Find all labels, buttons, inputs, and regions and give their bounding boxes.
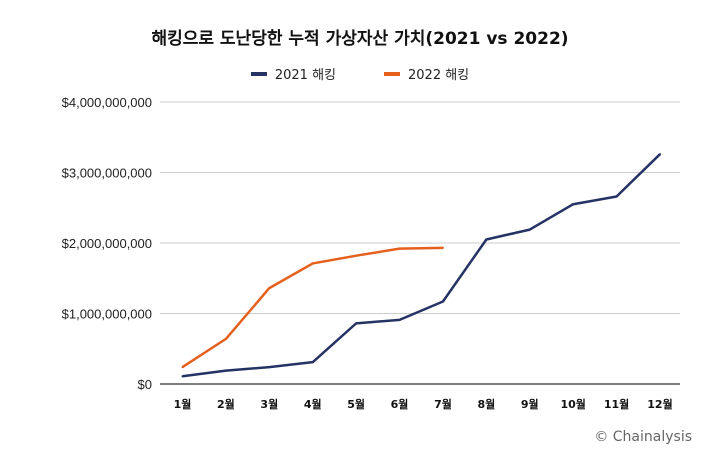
data-point bbox=[441, 246, 444, 249]
x-tick-label: 6월 bbox=[391, 397, 409, 411]
data-point bbox=[485, 238, 488, 241]
data-point bbox=[659, 153, 661, 156]
data-point bbox=[268, 366, 271, 369]
data-point bbox=[528, 228, 531, 231]
legend-swatch-2022 bbox=[384, 71, 400, 76]
y-tick-label: $3,000,000,000 bbox=[62, 166, 152, 181]
legend-label-2021: 2021 해킹 bbox=[274, 68, 336, 83]
x-tick-label: 12월 bbox=[647, 397, 672, 411]
x-tick-label: 3월 bbox=[260, 397, 278, 411]
legend-item-2022: 2022 해킹 bbox=[384, 64, 469, 83]
data-point bbox=[572, 203, 575, 206]
data-point bbox=[181, 375, 184, 378]
data-point bbox=[398, 318, 401, 321]
x-tick-label: 5월 bbox=[347, 397, 365, 411]
data-point bbox=[311, 262, 314, 265]
data-point bbox=[224, 369, 227, 372]
data-point bbox=[355, 254, 358, 257]
data-point bbox=[355, 322, 358, 325]
y-tick-label: $4,000,000,000 bbox=[62, 95, 152, 110]
data-point bbox=[181, 366, 184, 369]
data-point bbox=[398, 247, 401, 250]
series-line-2022 bbox=[181, 246, 443, 369]
data-point bbox=[268, 287, 271, 290]
data-point bbox=[441, 300, 444, 303]
legend: 2021 해킹 2022 해킹 bbox=[0, 64, 720, 83]
y-tick-label: $2,000,000,000 bbox=[62, 236, 152, 251]
x-tick-label: 1월 bbox=[174, 397, 192, 411]
x-tick-label: 7월 bbox=[434, 397, 452, 411]
legend-item-2021: 2021 해킹 bbox=[250, 64, 336, 83]
x-tick-label: 2월 bbox=[217, 397, 235, 411]
x-tick-label: 11월 bbox=[604, 397, 629, 411]
y-tick-label: $1,000,000,000 bbox=[62, 307, 152, 322]
x-tick-label: 8월 bbox=[477, 397, 495, 411]
series-line-2021 bbox=[182, 153, 661, 378]
legend-swatch-2021 bbox=[250, 71, 267, 76]
source-credit: © Chainalysis bbox=[594, 429, 692, 445]
x-tick-label: 10월 bbox=[560, 397, 585, 411]
data-point bbox=[224, 337, 227, 340]
x-tick-label: 9월 bbox=[521, 397, 539, 411]
y-tick-label: $0 bbox=[138, 377, 152, 392]
x-tick-label: 4월 bbox=[304, 397, 322, 411]
data-point bbox=[311, 361, 314, 364]
chart-title: 해킹으로 도난당한 누적 가상자산 가치(2021 vs 2022) bbox=[151, 29, 569, 49]
data-point bbox=[615, 195, 618, 198]
legend-label-2022: 2022 해킹 bbox=[408, 68, 470, 83]
